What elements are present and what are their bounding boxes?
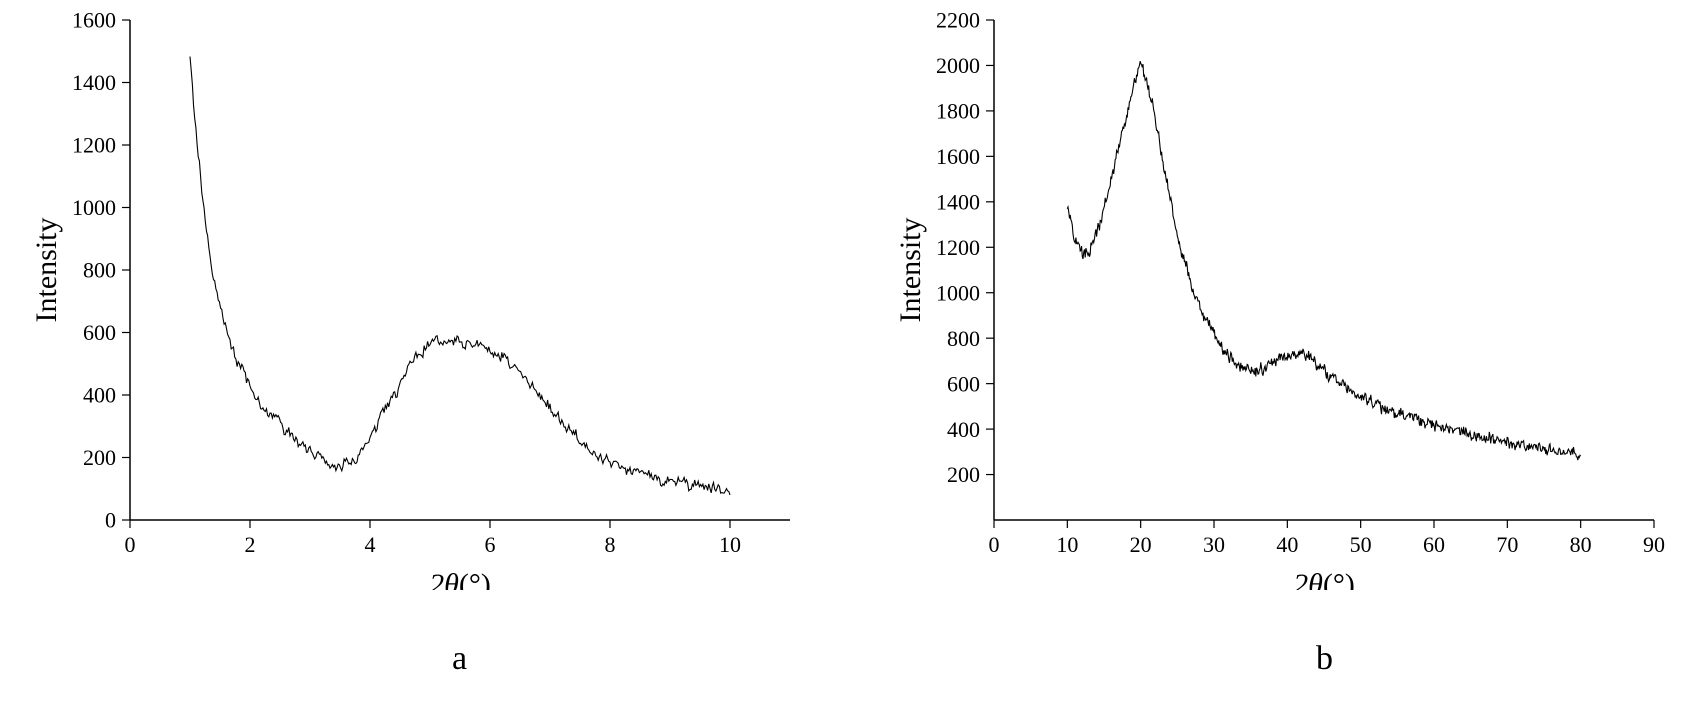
panel-a: 0 2 4 6 8 10 0 200 400 600 800 1000 1200 1400 1600 2θ(°… bbox=[0, 0, 824, 590]
svg-text:1000: 1000 bbox=[72, 195, 116, 220]
svg-text:40: 40 bbox=[1276, 532, 1298, 557]
svg-text:70: 70 bbox=[1496, 532, 1518, 557]
svg-text:1200: 1200 bbox=[936, 235, 980, 260]
svg-text:600: 600 bbox=[83, 320, 116, 345]
svg-text:200: 200 bbox=[947, 462, 980, 487]
svg-text:1800: 1800 bbox=[936, 99, 980, 124]
svg-text:6: 6 bbox=[485, 532, 496, 557]
svg-text:1600: 1600 bbox=[72, 8, 116, 33]
subplot-label-a: a bbox=[452, 640, 467, 678]
svg-text:1000: 1000 bbox=[936, 280, 980, 305]
svg-text:0: 0 bbox=[989, 532, 1000, 557]
svg-text:8: 8 bbox=[605, 532, 616, 557]
svg-text:80: 80 bbox=[1570, 532, 1592, 557]
svg-text:50: 50 bbox=[1350, 532, 1372, 557]
svg-text:400: 400 bbox=[83, 383, 116, 408]
svg-text:0: 0 bbox=[105, 508, 116, 533]
svg-text:60: 60 bbox=[1423, 532, 1445, 557]
svg-text:10: 10 bbox=[719, 532, 741, 557]
svg-text:800: 800 bbox=[947, 326, 980, 351]
chart-a: 0 2 4 6 8 10 0 200 400 600 800 1000 1200 1400 1600 2θ(°… bbox=[0, 0, 824, 590]
svg-text:2200: 2200 bbox=[936, 8, 980, 33]
svg-text:2: 2 bbox=[245, 532, 256, 557]
svg-text:Intensity: Intensity bbox=[894, 218, 927, 323]
svg-text:2θ(°): 2θ(°) bbox=[429, 568, 491, 590]
svg-text:0: 0 bbox=[125, 532, 136, 557]
svg-text:2000: 2000 bbox=[936, 53, 980, 78]
svg-text:20: 20 bbox=[1130, 532, 1152, 557]
svg-text:30: 30 bbox=[1203, 532, 1225, 557]
panel-b: 0 10 20 30 40 50 60 70 80 90 200 400 600 800 1000 1200 1… bbox=[864, 0, 1688, 590]
svg-text:Intensity: Intensity bbox=[30, 218, 63, 323]
svg-text:2θ(°): 2θ(°) bbox=[1293, 568, 1355, 590]
chart-b: 0 10 20 30 40 50 60 70 80 90 200 400 600 800 1000 1200 1… bbox=[864, 0, 1688, 590]
svg-text:4: 4 bbox=[365, 532, 376, 557]
svg-text:1600: 1600 bbox=[936, 144, 980, 169]
svg-text:600: 600 bbox=[947, 371, 980, 396]
svg-text:1400: 1400 bbox=[936, 190, 980, 215]
svg-text:10: 10 bbox=[1056, 532, 1078, 557]
svg-text:800: 800 bbox=[83, 258, 116, 283]
svg-text:1200: 1200 bbox=[72, 133, 116, 158]
figure-page: 0246810020040060080010001200140016002θ(°… bbox=[0, 0, 1689, 718]
subplot-label-b: b bbox=[1316, 640, 1333, 678]
svg-text:90: 90 bbox=[1643, 532, 1665, 557]
svg-text:1400: 1400 bbox=[72, 70, 116, 95]
svg-text:200: 200 bbox=[83, 445, 116, 470]
svg-text:400: 400 bbox=[947, 417, 980, 442]
